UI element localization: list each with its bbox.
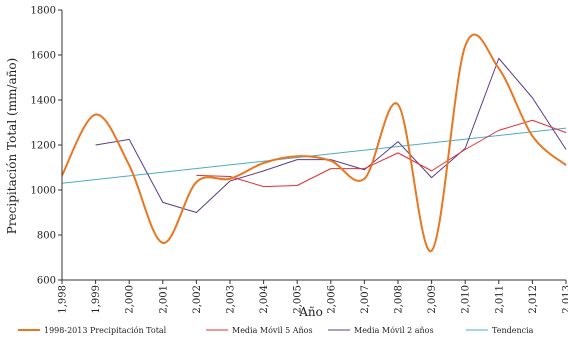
- axes: [58, 9, 567, 284]
- x-tick-label: 2,007: [360, 285, 371, 314]
- legend-label: 1998-2013 Precipitación Total: [44, 326, 167, 335]
- legend-item-moving-average-2: Media Móvil 2 años: [328, 326, 434, 335]
- x-tick-label: 2,005: [293, 285, 304, 314]
- x-tick-label: 2,001: [158, 285, 169, 314]
- x-tick-label: 2,008: [394, 285, 405, 314]
- legend-label: Media Móvil 2 años: [354, 326, 434, 335]
- precipitation-total-line: [61, 33, 567, 252]
- x-tick-label: 2,004: [259, 285, 270, 314]
- moving-average-5-line: [196, 119, 567, 188]
- x-tick-label: 2,011: [494, 285, 505, 314]
- y-tick-label: 1800: [31, 6, 56, 17]
- x-tick-label: 1,999: [91, 285, 102, 314]
- x-tick-label: 2,006: [326, 285, 337, 314]
- y-tick-label: 1600: [31, 51, 56, 62]
- x-tick-label: 2,012: [528, 285, 539, 314]
- moving-average-2-line: [95, 57, 567, 213]
- legend-item-trend: Tendencia: [466, 326, 534, 335]
- y-tick-label: 800: [37, 231, 56, 242]
- legend-item-moving-average-5: Media Móvil 5 Años: [206, 326, 313, 335]
- trend-line: [61, 127, 567, 184]
- x-tick-label: 1,998: [58, 285, 69, 314]
- legend: 1998-2013 Precipitación Total Media Móvil…: [18, 326, 534, 335]
- legend-item-precipitation-total: 1998-2013 Precipitación Total: [18, 326, 167, 335]
- y-tick-label: 1400: [31, 96, 56, 107]
- legend-label: Media Móvil 5 Años: [232, 326, 313, 335]
- x-tick-label: 2,000: [125, 285, 136, 314]
- x-tick-label: 2,002: [192, 285, 203, 314]
- x-tick-label: 2,003: [226, 285, 237, 314]
- tick-labels: 600 800 1000 1200 1400 1600 1800 1,998 1,999 2,00…: [31, 6, 568, 314]
- plot-lines: [61, 33, 567, 252]
- y-axis-title: Precipitación Total (mm/año): [5, 58, 19, 235]
- x-tick-label: 2,010: [461, 285, 472, 314]
- x-tick-label: 2,013: [562, 285, 568, 314]
- y-tick-label: 1000: [31, 186, 56, 197]
- y-tick-label: 600: [37, 276, 56, 287]
- x-axis-title: Año: [298, 305, 323, 319]
- legend-label: Tendencia: [492, 326, 534, 335]
- y-tick-label: 1200: [31, 141, 56, 152]
- x-tick-label: 2,009: [427, 285, 438, 314]
